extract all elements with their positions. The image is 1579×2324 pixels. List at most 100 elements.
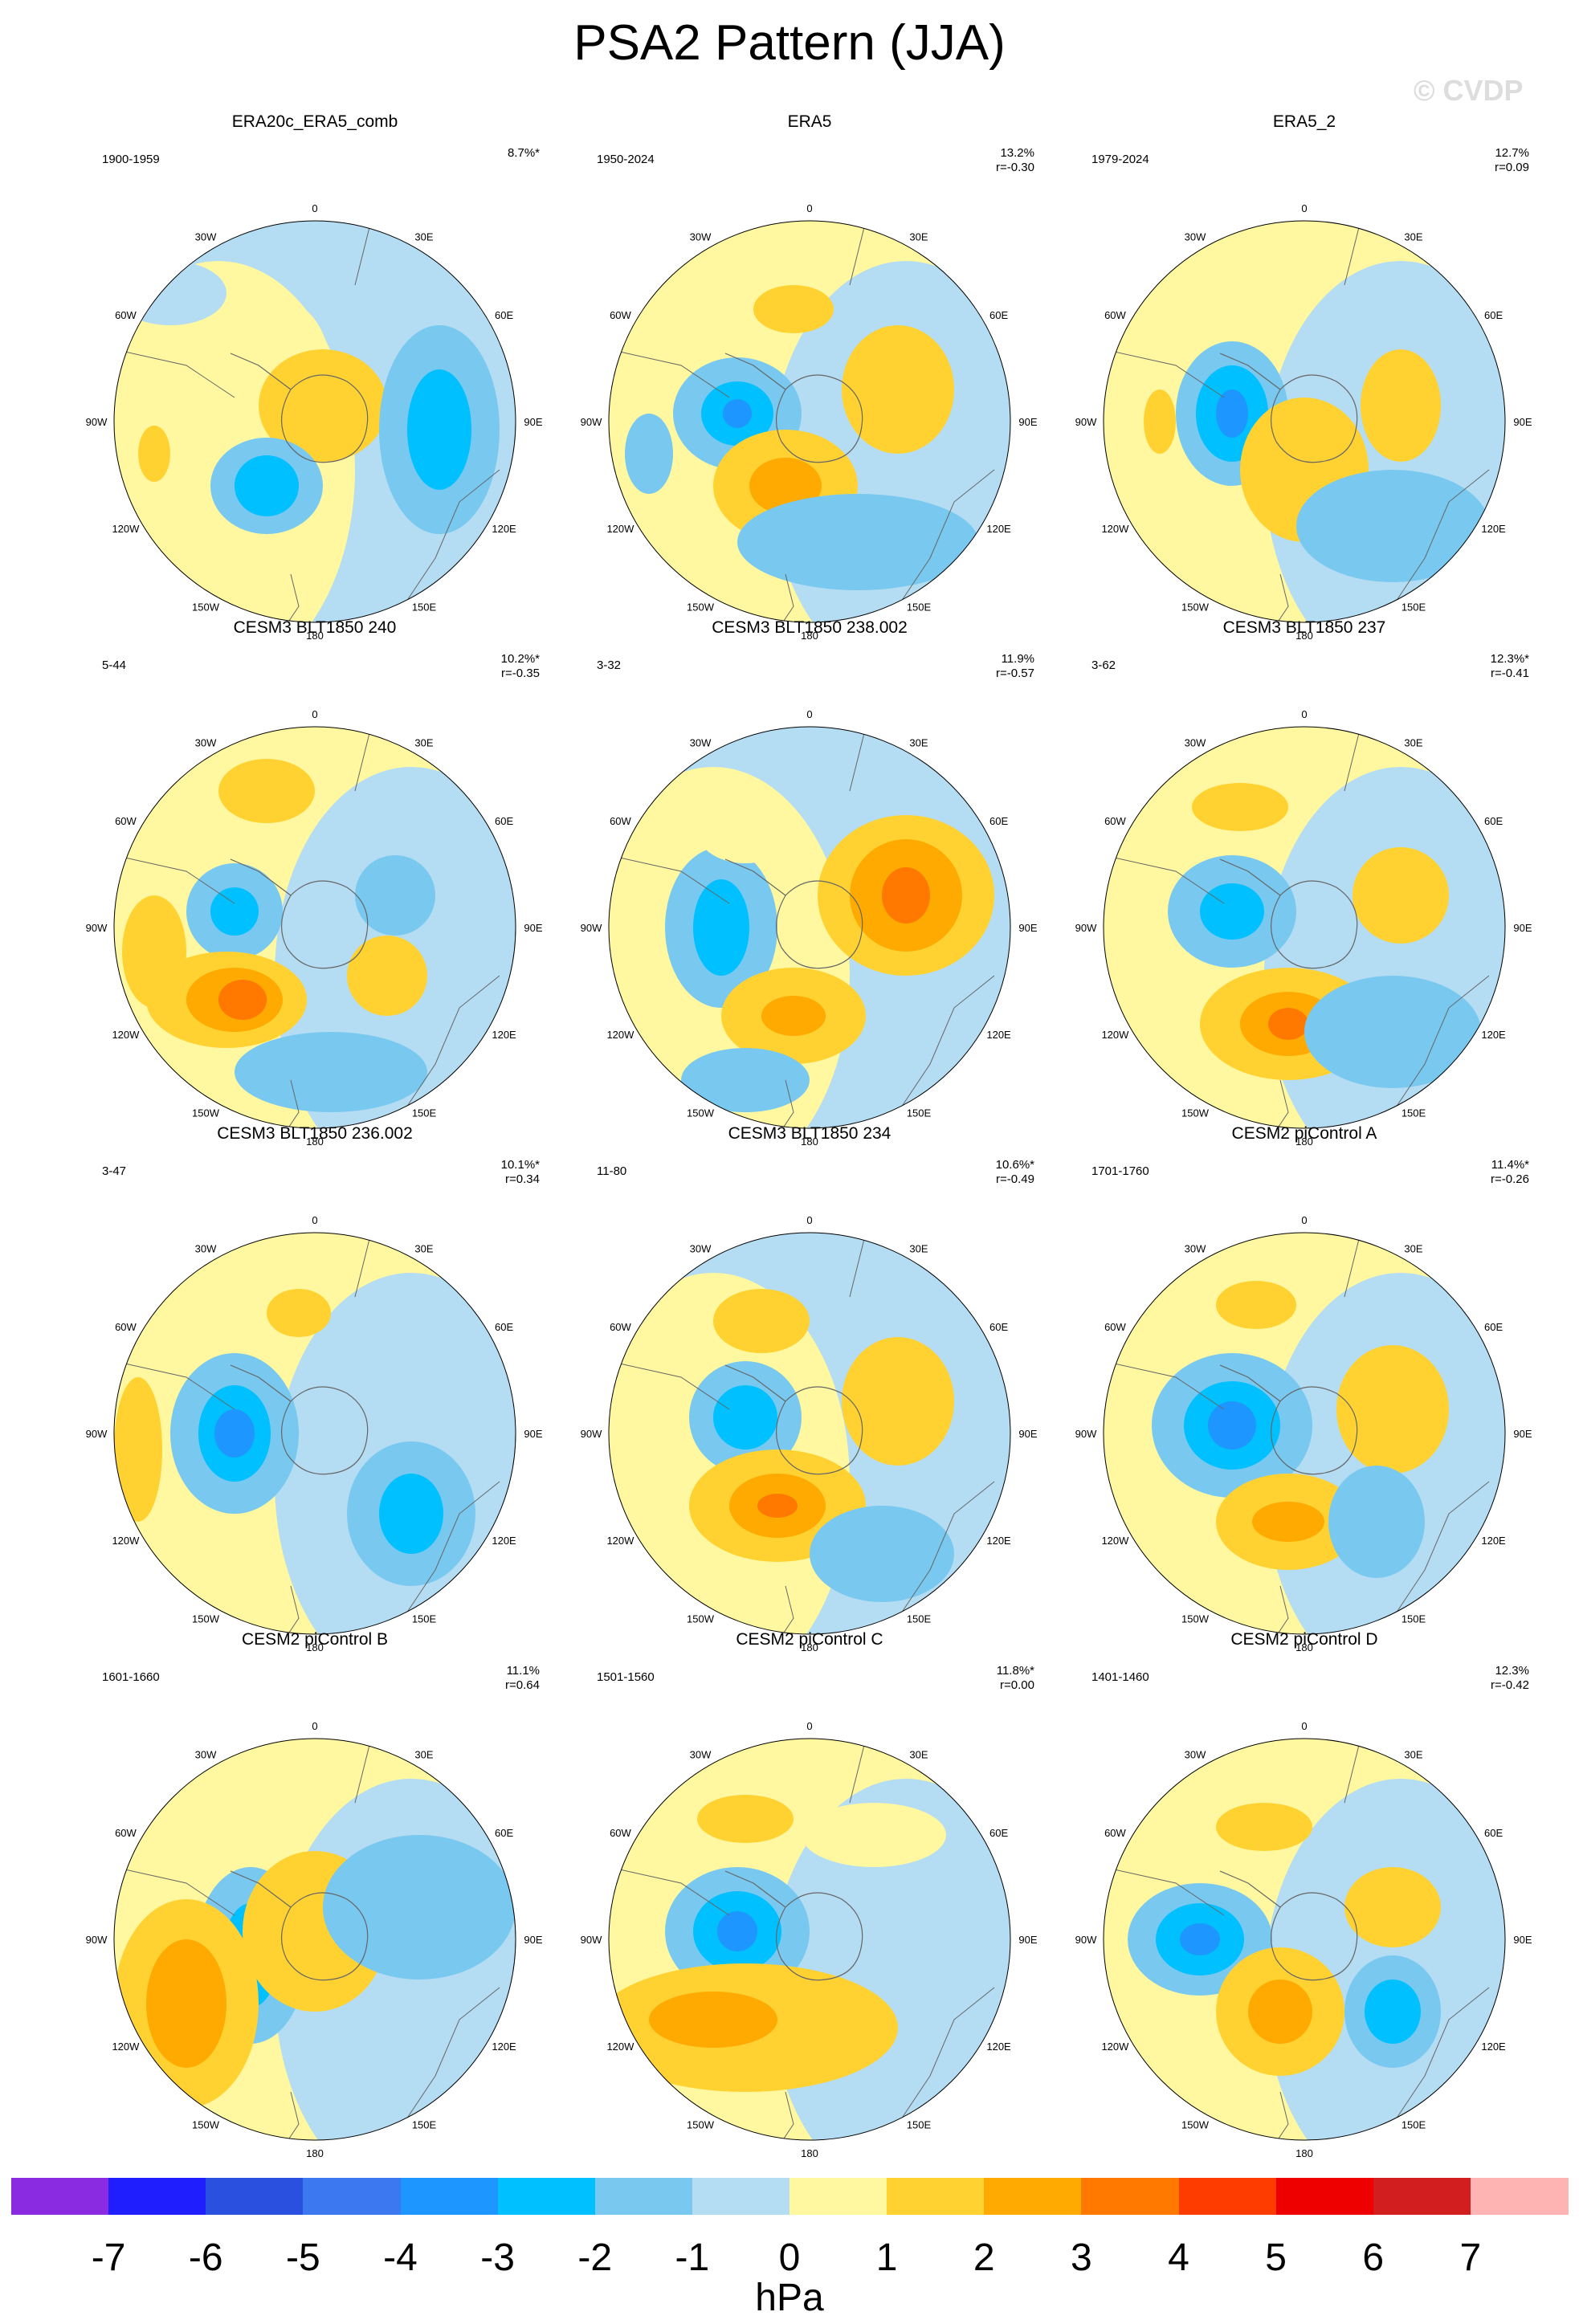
longitude-label: 150E bbox=[907, 1613, 932, 1625]
colorbar-segment bbox=[400, 2178, 499, 2215]
longitude-label: 60E bbox=[989, 1827, 1008, 1839]
longitude-label: 30E bbox=[1404, 1749, 1422, 1761]
longitude-label: 0 bbox=[1301, 708, 1307, 720]
panel-title: CESM2 piControl C bbox=[736, 1630, 883, 1649]
longitude-label: 0 bbox=[1301, 202, 1307, 214]
longitude-label: 60W bbox=[1104, 1827, 1126, 1839]
colorbar-segment bbox=[887, 2178, 985, 2215]
anomaly-contour bbox=[407, 369, 471, 490]
anomaly-contour bbox=[1192, 783, 1288, 831]
longitude-label: 120W bbox=[1101, 2041, 1129, 2053]
anomaly-contour bbox=[218, 759, 315, 823]
longitude-label: 180 bbox=[306, 1641, 324, 1653]
pattern-correlation: r=-0.49 bbox=[996, 1172, 1034, 1186]
longitude-label: 120W bbox=[112, 1535, 140, 1547]
longitude-label: 0 bbox=[312, 202, 317, 214]
polar-map: 0 30E 60E 90E 120E 150E 180 150W 120W 90W 60W 30W bbox=[581, 1214, 1038, 1653]
colorbar-tick-label: 5 bbox=[1265, 2236, 1287, 2279]
longitude-label: 60E bbox=[1484, 309, 1503, 321]
anomaly-contour bbox=[753, 285, 834, 333]
longitude-label: 90E bbox=[1018, 1934, 1037, 1946]
colorbar-tick-label: 6 bbox=[1362, 2236, 1385, 2279]
longitude-label: 60E bbox=[1484, 1321, 1503, 1333]
map-border bbox=[608, 1738, 1011, 2141]
anomaly-contour bbox=[355, 855, 435, 936]
longitude-label: 120W bbox=[606, 1535, 634, 1547]
anomaly-contour bbox=[681, 1048, 810, 1112]
continent-coastlines bbox=[609, 1233, 995, 1634]
panel-stats: 11.1% r=0.64 bbox=[505, 1664, 540, 1693]
longitude-label: 120W bbox=[606, 523, 634, 535]
longitude-label: 90W bbox=[86, 1428, 108, 1440]
colorbar bbox=[11, 2178, 1569, 2215]
anomaly-contour bbox=[761, 996, 826, 1036]
colorbar-segment bbox=[1275, 2178, 1374, 2215]
colorbar-tick-label: -7 bbox=[91, 2236, 126, 2279]
anomaly-contour bbox=[649, 1992, 777, 2048]
longitude-label: 0 bbox=[806, 1720, 812, 1732]
longitude-label: 90E bbox=[524, 1934, 542, 1946]
variance-explained: 8.7%* bbox=[507, 146, 540, 160]
longitude-label: 120W bbox=[606, 1029, 634, 1041]
pattern-correlation: r=-0.35 bbox=[501, 667, 540, 680]
map-panel: 0 30E 60E 90E 120E 150E 180 150W 120W 90W 60W 30W ER… bbox=[1055, 112, 1553, 642]
anomaly-contour bbox=[625, 414, 673, 494]
anomaly-contour bbox=[146, 1939, 226, 2068]
longitude-label: 30E bbox=[414, 737, 433, 749]
longitude-label: 90E bbox=[1018, 416, 1037, 428]
continent-coastlines bbox=[114, 1739, 500, 2140]
longitude-label: 90W bbox=[581, 1428, 602, 1440]
continent-coastlines bbox=[609, 221, 995, 622]
colorbar-tick-label: -6 bbox=[188, 2236, 223, 2279]
longitude-label: 0 bbox=[1301, 1214, 1307, 1226]
colorbar-tick-label: -3 bbox=[480, 2236, 515, 2279]
panel-period: 11-80 bbox=[597, 1164, 627, 1178]
longitude-label: 150E bbox=[907, 2118, 932, 2130]
anomaly-contour bbox=[218, 980, 267, 1020]
longitude-label: 90E bbox=[1513, 416, 1532, 428]
panel-title: ERA5 bbox=[787, 112, 832, 131]
panel-period: 1900-1959 bbox=[102, 153, 160, 166]
colorbar-tick-label: -2 bbox=[577, 2236, 613, 2279]
longitude-label: 60E bbox=[495, 1827, 513, 1839]
longitude-label: 60E bbox=[495, 815, 513, 827]
panel-stats: 11.4%* r=-0.26 bbox=[1491, 1158, 1529, 1187]
anomaly-contour bbox=[723, 399, 752, 428]
map-border bbox=[1103, 726, 1506, 1129]
longitude-label: 30W bbox=[690, 737, 712, 749]
panel-stats: 11.9% r=-0.57 bbox=[996, 652, 1034, 681]
map-border bbox=[113, 220, 516, 623]
longitude-label: 60W bbox=[115, 1321, 137, 1333]
longitude-label: 150E bbox=[907, 1107, 932, 1119]
variance-explained: 12.7% bbox=[1495, 146, 1529, 160]
antarctica-coastline bbox=[724, 1870, 863, 1981]
panel-period: 3-62 bbox=[1091, 658, 1116, 672]
anomaly-contour bbox=[235, 1032, 427, 1112]
map-panel: 0 30E 60E 90E 120E 150E 180 150W 120W 90W 60W 30W CE… bbox=[66, 1124, 564, 1653]
longitude-label: 30E bbox=[909, 1749, 928, 1761]
longitude-label: 150E bbox=[412, 1107, 437, 1119]
map-border bbox=[1103, 220, 1506, 623]
panel-title: CESM2 piControl D bbox=[1230, 1630, 1378, 1649]
anomaly-contour bbox=[1216, 1803, 1312, 1851]
map-panel: 0 30E 60E 90E 120E 150E 180 150W 120W 90W 60W 30W CE… bbox=[1055, 1630, 1553, 2159]
variance-explained: 13.2% bbox=[1000, 146, 1034, 160]
map-border bbox=[113, 1232, 516, 1635]
polar-map: 0 30E 60E 90E 120E 150E 180 150W 120W 90W 60W 30W bbox=[581, 708, 1038, 1148]
longitude-label: 120E bbox=[986, 1029, 1011, 1041]
longitude-label: 150E bbox=[1402, 1107, 1426, 1119]
watermark: © CVDP bbox=[1414, 74, 1524, 107]
longitude-label: 180 bbox=[801, 1135, 818, 1148]
longitude-label: 30W bbox=[1185, 1243, 1206, 1255]
antarctica-coastline bbox=[724, 1364, 863, 1475]
map-border bbox=[1103, 1232, 1506, 1635]
longitude-label: 150W bbox=[192, 601, 220, 613]
continent-coastlines bbox=[1104, 1739, 1490, 2140]
longitude-label: 60W bbox=[610, 1321, 631, 1333]
longitude-label: 90E bbox=[1513, 1428, 1532, 1440]
anomaly-contour bbox=[1180, 1923, 1220, 1955]
antarctica-coastline bbox=[1219, 353, 1358, 463]
longitude-label: 120W bbox=[112, 2041, 140, 2053]
map-panel: 0 30E 60E 90E 120E 150E 180 150W 120W 90W 60W 30W CE… bbox=[561, 1124, 1059, 1653]
map-panel: 0 30E 60E 90E 120E 150E 180 150W 120W 90W 60W 30W CE… bbox=[66, 618, 564, 1148]
